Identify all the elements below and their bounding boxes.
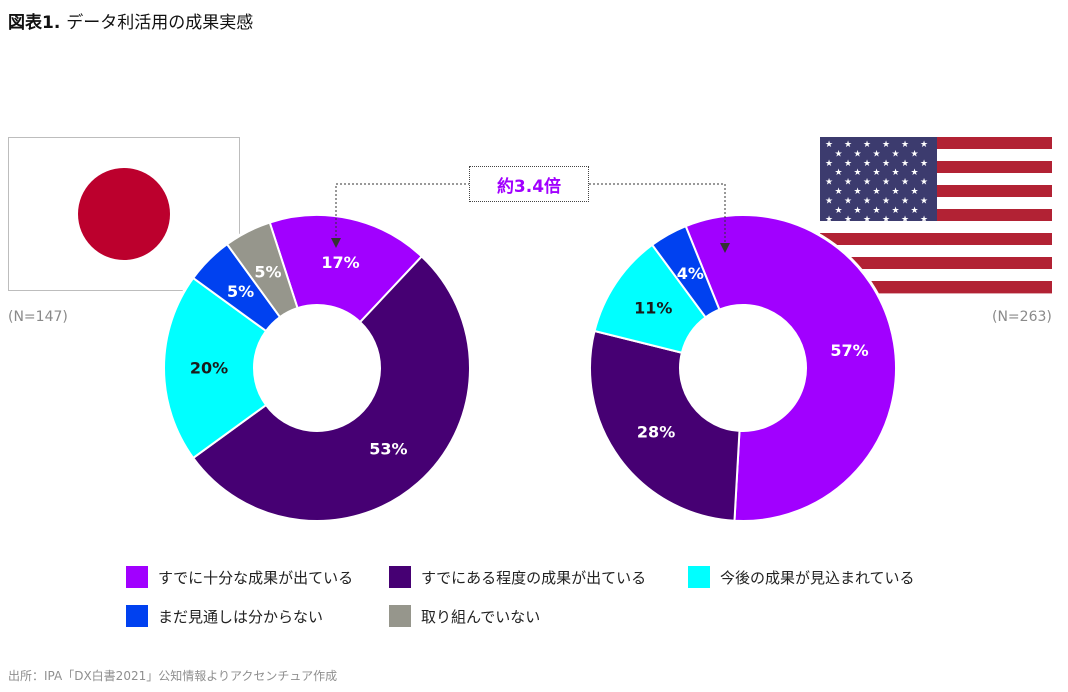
- flag-star: ★: [853, 168, 861, 178]
- flag-star: ★: [863, 140, 871, 150]
- flag-star: ★: [834, 149, 842, 159]
- japan-slice-4: [225, 221, 299, 319]
- japan-slice-0: [268, 214, 424, 324]
- japan-slice-label-2: 20%: [190, 359, 228, 378]
- usa-slice-0: [684, 214, 897, 522]
- flag-star: ★: [825, 140, 833, 150]
- flag-star: ★: [901, 178, 909, 188]
- flag-star: ★: [844, 178, 852, 188]
- flag-star: ★: [834, 168, 842, 178]
- flag-star: ★: [853, 187, 861, 197]
- flag-star: ★: [891, 187, 899, 197]
- flag-star: ★: [882, 140, 890, 150]
- connector-arrow-left: [331, 238, 341, 248]
- flag-star: ★: [891, 206, 899, 216]
- flag-star: ★: [920, 178, 928, 188]
- flag-star: ★: [844, 159, 852, 169]
- connector-arrow-right: [720, 243, 730, 253]
- flag-star: ★: [882, 159, 890, 169]
- flag-star: ★: [901, 159, 909, 169]
- japan-slice-label-0: 17%: [321, 253, 359, 272]
- legend-item-not-doing: 取り組んでいない: [389, 605, 540, 627]
- legend-label: 今後の成果が見込まれている: [720, 568, 915, 587]
- japan-slice-label-3: 5%: [227, 282, 254, 301]
- usa-donut-chart: 57% 28% 11% 4%: [588, 213, 898, 523]
- flag-star: ★: [920, 215, 928, 225]
- flag-star: ★: [825, 215, 833, 225]
- flag-star: ★: [882, 215, 890, 225]
- flag-star: ★: [853, 149, 861, 159]
- flag-star: ★: [920, 140, 928, 150]
- legend-item-unclear: まだ見通しは分からない: [126, 605, 323, 627]
- flag-star: ★: [872, 187, 880, 197]
- flag-star: ★: [910, 168, 918, 178]
- flag-star: ★: [863, 178, 871, 188]
- flag-star: ★: [901, 140, 909, 150]
- comparison-connector: [335, 183, 726, 245]
- flag-star: ★: [891, 168, 899, 178]
- usa-sample-size: (N=263): [992, 309, 1052, 325]
- flag-star: ★: [834, 187, 842, 197]
- flag-star: ★: [901, 196, 909, 206]
- flag-star: ★: [882, 196, 890, 206]
- flag-star: ★: [825, 196, 833, 206]
- flag-star: ★: [825, 178, 833, 188]
- flag-star: ★: [910, 206, 918, 216]
- usa-slice-3: [650, 224, 721, 319]
- usa-slice-label-2: 11%: [634, 298, 672, 317]
- flag-star: ★: [872, 149, 880, 159]
- japan-slice-label-1: 53%: [369, 440, 407, 459]
- legend-swatch: [389, 605, 411, 627]
- flag-star: ★: [872, 206, 880, 216]
- comparison-ratio-box: 約3.4倍: [469, 166, 589, 202]
- flag-star: ★: [910, 149, 918, 159]
- figure-title: 図表1. データ利活用の成果実感: [8, 8, 253, 33]
- japan-donut-chart: 17% 53% 20% 5%5%: [162, 213, 472, 523]
- legend-swatch: [688, 566, 710, 588]
- japan-slice-1: [191, 255, 471, 522]
- flag-star: ★: [863, 215, 871, 225]
- flag-star: ★: [844, 140, 852, 150]
- legend-swatch: [126, 605, 148, 627]
- usa-slice-1: [589, 329, 741, 522]
- legend-item-some: すでにある程度の成果が出ている: [389, 566, 646, 588]
- legend-swatch: [389, 566, 411, 588]
- flag-star: ★: [910, 187, 918, 197]
- usa-slice-label-1: 28%: [637, 423, 675, 442]
- flag-star: ★: [901, 215, 909, 225]
- flag-star: ★: [920, 159, 928, 169]
- source-note: 出所：IPA「DX白書2021」公知情報よりアクセンチュア作成: [8, 669, 338, 683]
- comparison-ratio-text: 約3.4倍: [496, 176, 562, 197]
- legend-item-sufficient: すでに十分な成果が出ている: [126, 566, 353, 588]
- legend-label: すでにある程度の成果が出ている: [421, 568, 647, 587]
- flag-star: ★: [853, 206, 861, 216]
- flag-star: ★: [844, 196, 852, 206]
- figure-number: 図表1.: [8, 13, 61, 33]
- japan-flag-icon: [8, 137, 240, 291]
- flag-star: ★: [920, 196, 928, 206]
- flag-star: ★: [834, 206, 842, 216]
- legend-label: すでに十分な成果が出ている: [158, 568, 354, 587]
- japan-slice-label-4: 5%: [254, 262, 281, 281]
- japan-sample-size: (N=147): [8, 309, 68, 325]
- japan-slice-2: [163, 276, 268, 460]
- figure-title-text: データ利活用の成果実感: [66, 13, 254, 33]
- flag-star: ★: [882, 178, 890, 188]
- flag-star: ★: [872, 168, 880, 178]
- flag-star: ★: [825, 159, 833, 169]
- legend-item-expected: 今後の成果が見込まれている: [688, 566, 915, 588]
- flag-star: ★: [863, 196, 871, 206]
- usa-slice-label-0: 57%: [830, 341, 868, 360]
- legend-swatch: [126, 566, 148, 588]
- legend-label: 取り組んでいない: [421, 607, 541, 626]
- flag-star: ★: [891, 149, 899, 159]
- legend-label: まだ見通しは分からない: [158, 607, 324, 626]
- usa-flag-icon: ★ ★ ★ ★ ★ ★★ ★ ★ ★ ★★ ★ ★ ★ ★ ★★ ★ ★ ★ ★★ ★ ★ ★ ★ ★★ ★ ★ ★ ★★ ★ ★ ★ ★ ★★…: [820, 137, 1052, 294]
- usa-slice-label-3: 4%: [677, 264, 704, 283]
- flag-star: ★: [844, 215, 852, 225]
- flag-star: ★: [863, 159, 871, 169]
